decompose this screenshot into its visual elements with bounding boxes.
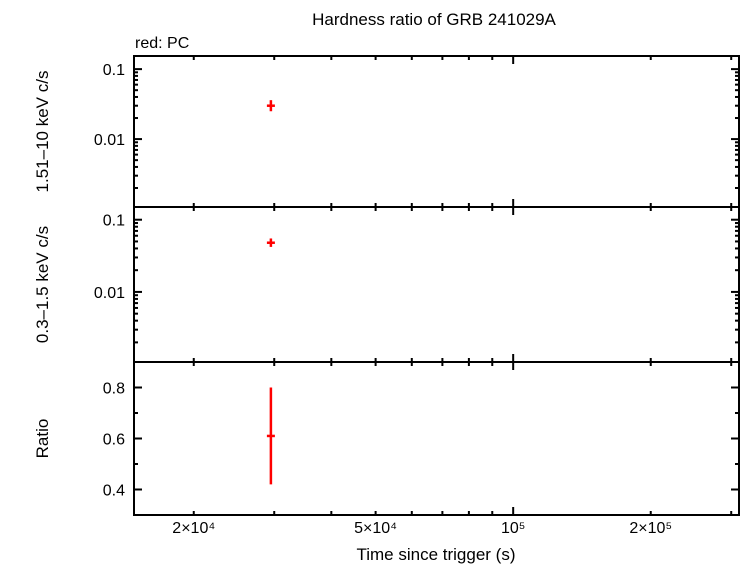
- y-tick-label: 0.1: [103, 213, 125, 230]
- panel-ratio: 0.4 0.6 0.8 Ratio: [33, 361, 740, 516]
- panel-frame: [133, 361, 740, 516]
- y-tick-label: 0.1: [103, 62, 125, 79]
- plot-panels: 0.1 0.01 1.51–10 keV c/s 0.1 0.01 0.3–1.5 keV…: [33, 55, 740, 516]
- panel-frame: [133, 206, 740, 363]
- y-axis-label-ratio: Ratio: [33, 419, 52, 459]
- chart-title: Hardness ratio of GRB 241029A: [312, 10, 556, 29]
- y-tick-label: 0.6: [103, 432, 125, 449]
- x-tick-label: 5×10⁴: [354, 520, 397, 537]
- legend-note: red: PC: [135, 35, 189, 52]
- y-tick-label: 0.01: [94, 132, 125, 149]
- panel-soft: 0.1 0.01 0.3–1.5 keV c/s: [33, 206, 740, 363]
- panel-hard: 0.1 0.01 1.51–10 keV c/s: [33, 55, 740, 208]
- x-axis: 2×10⁴ 5×10⁴ 10⁵ 2×10⁵: [172, 520, 672, 537]
- data-point: [266, 387, 275, 485]
- panel-frame: [133, 55, 740, 208]
- data-point: [266, 100, 275, 112]
- y-axis-label-soft: 0.3–1.5 keV c/s: [33, 226, 52, 343]
- x-tick-label: 2×10⁴: [172, 520, 215, 537]
- y-tick-label: 0.4: [103, 483, 125, 500]
- y-tick-label: 0.8: [103, 381, 125, 398]
- y-axis-label-hard: 1.51–10 keV c/s: [33, 71, 52, 193]
- y-tick-label: 0.01: [94, 285, 125, 302]
- x-tick-label: 10⁵: [501, 520, 525, 537]
- x-tick-label: 2×10⁵: [629, 520, 672, 537]
- data-point: [266, 238, 275, 247]
- x-axis-label: Time since trigger (s): [356, 545, 515, 564]
